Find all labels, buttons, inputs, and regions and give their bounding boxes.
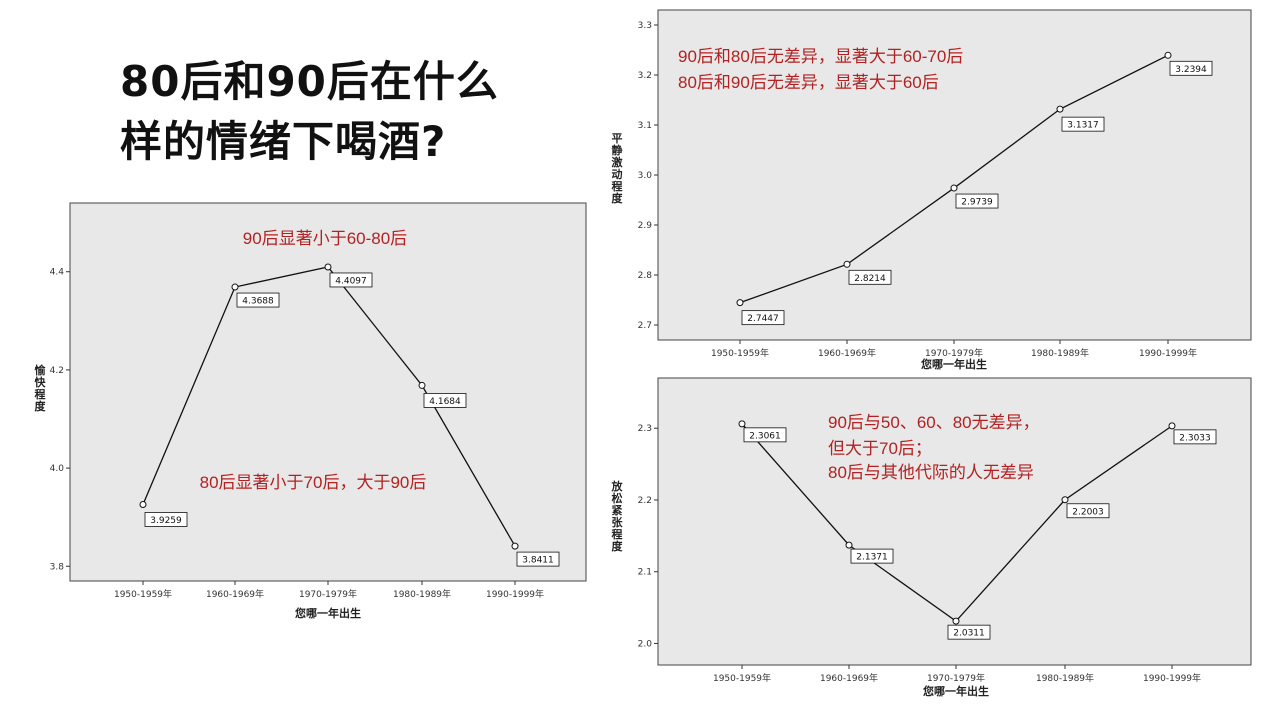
data-label-box	[955, 193, 999, 209]
data-label-box	[1173, 429, 1217, 445]
data-label-box	[947, 624, 991, 640]
data-label-box	[423, 393, 467, 408]
data-label-box	[329, 272, 373, 288]
data-point	[511, 542, 519, 550]
data-label: 4.4097	[335, 276, 367, 286]
plot-area	[69, 202, 587, 582]
x-axis-title: 您哪一年出生	[921, 357, 987, 371]
y-tick-label: 2.7	[638, 321, 652, 331]
data-label: 2.1371	[856, 553, 888, 563]
x-tick-label: 1950-1959年	[713, 672, 771, 684]
y-tick-label: 2.9	[638, 221, 653, 231]
x-tick-label: 1980-1989年	[393, 588, 451, 600]
annotation-text: 90后显著小于60-80后	[243, 229, 407, 248]
x-tick-label: 1970-1979年	[925, 347, 983, 359]
y-tick-label: 3.8	[50, 562, 65, 572]
x-tick-label: 1990-1999年	[1143, 672, 1201, 684]
y-tick-label: 4.4	[50, 268, 65, 278]
y-tick-label: 3.0	[638, 171, 653, 181]
data-label-box	[236, 292, 280, 308]
data-label-box	[1169, 60, 1213, 76]
data-point	[139, 500, 147, 508]
data-point	[418, 381, 426, 389]
page-headline: 80后和90后在什么 样的情绪下喝酒?	[120, 52, 560, 172]
data-label: 4.1684	[429, 397, 461, 407]
series-line	[739, 54, 1169, 304]
data-label: 2.3061	[749, 431, 781, 441]
data-label: 2.2003	[1072, 507, 1104, 517]
data-label: 2.9739	[961, 198, 993, 208]
x-tick-label: 1990-1999年	[486, 588, 544, 600]
data-label-box	[1066, 503, 1110, 519]
y-tick-label: 2.1	[638, 568, 652, 578]
data-label-box	[848, 269, 892, 285]
x-tick-label: 1950-1959年	[711, 347, 769, 359]
x-tick-label: 1990-1999年	[1139, 347, 1197, 359]
data-label-box	[743, 427, 787, 443]
x-axis-title: 您哪一年出生	[923, 684, 989, 698]
data-label-box	[741, 310, 785, 326]
data-point	[1061, 496, 1069, 504]
data-point	[1168, 422, 1176, 430]
x-tick-label: 1980-1989年	[1036, 672, 1094, 684]
x-tick-label: 1970-1979年	[927, 672, 985, 684]
x-tick-label: 1960-1969年	[818, 347, 876, 359]
y-tick-label: 2.3	[638, 424, 652, 434]
data-label: 2.3033	[1179, 433, 1211, 443]
data-label-box	[144, 512, 188, 527]
data-point	[736, 299, 744, 307]
y-axis-title: 平静激动程度	[612, 132, 624, 205]
data-point	[1164, 51, 1172, 59]
x-axis-title: 您哪一年出生	[295, 606, 361, 620]
data-point	[843, 260, 851, 268]
series-line	[741, 423, 1173, 623]
data-point	[324, 263, 332, 271]
x-tick-label: 1960-1969年	[206, 588, 264, 600]
data-point	[952, 617, 960, 625]
y-tick-label: 4.2	[50, 366, 64, 376]
data-point	[231, 283, 239, 291]
data-label: 3.1317	[1067, 121, 1099, 131]
data-point	[1056, 105, 1064, 113]
data-label: 2.7447	[747, 314, 779, 324]
y-axis-title: 愉快程度	[34, 363, 47, 413]
data-label: 3.2394	[1175, 65, 1207, 75]
y-tick-label: 2.8	[638, 271, 653, 281]
annotation-text: 80后显著小于70后，大于90后	[200, 473, 427, 492]
data-label: 4.3688	[242, 297, 274, 307]
annotation-text: 80后与其他代际的人无差异	[828, 463, 1034, 482]
x-tick-label: 1960-1969年	[820, 672, 878, 684]
y-tick-label: 2.0	[638, 639, 653, 649]
y-tick-label: 2.2	[638, 496, 652, 506]
y-axis-title: 放松紧张程度	[611, 479, 624, 553]
x-tick-label: 1950-1959年	[114, 588, 172, 600]
headline-line-1: 80后和90后在什么	[120, 57, 499, 106]
data-label: 2.8214	[854, 274, 886, 284]
data-label: 2.0311	[953, 629, 985, 639]
series-line	[142, 266, 516, 547]
data-point	[950, 184, 958, 192]
data-label-box	[516, 551, 560, 567]
y-tick-label: 4.0	[50, 464, 65, 474]
plot-area	[657, 377, 1252, 666]
plot-area	[657, 9, 1252, 341]
data-label-box	[1061, 116, 1105, 132]
annotation-text: 90后和80后无差异，显著大于60-70后	[678, 47, 963, 66]
y-tick-label: 3.2	[638, 71, 652, 81]
data-label: 3.9259	[150, 516, 182, 526]
data-label: 3.8411	[522, 556, 554, 566]
data-label-box	[850, 548, 894, 564]
data-point	[845, 541, 853, 549]
headline-line-2: 样的情绪下喝酒?	[120, 117, 447, 166]
y-tick-label: 3.1	[638, 121, 652, 131]
data-point	[738, 420, 746, 428]
x-tick-label: 1980-1989年	[1031, 347, 1089, 359]
annotation-text: 80后和90后无差异，显著大于60后	[678, 73, 939, 92]
x-tick-label: 1970-1979年	[299, 588, 357, 600]
annotation-text: 但大于70后；	[828, 439, 932, 458]
annotation-text: 90后与50、60、80无差异，	[828, 413, 1040, 432]
y-tick-label: 3.3	[638, 21, 652, 31]
